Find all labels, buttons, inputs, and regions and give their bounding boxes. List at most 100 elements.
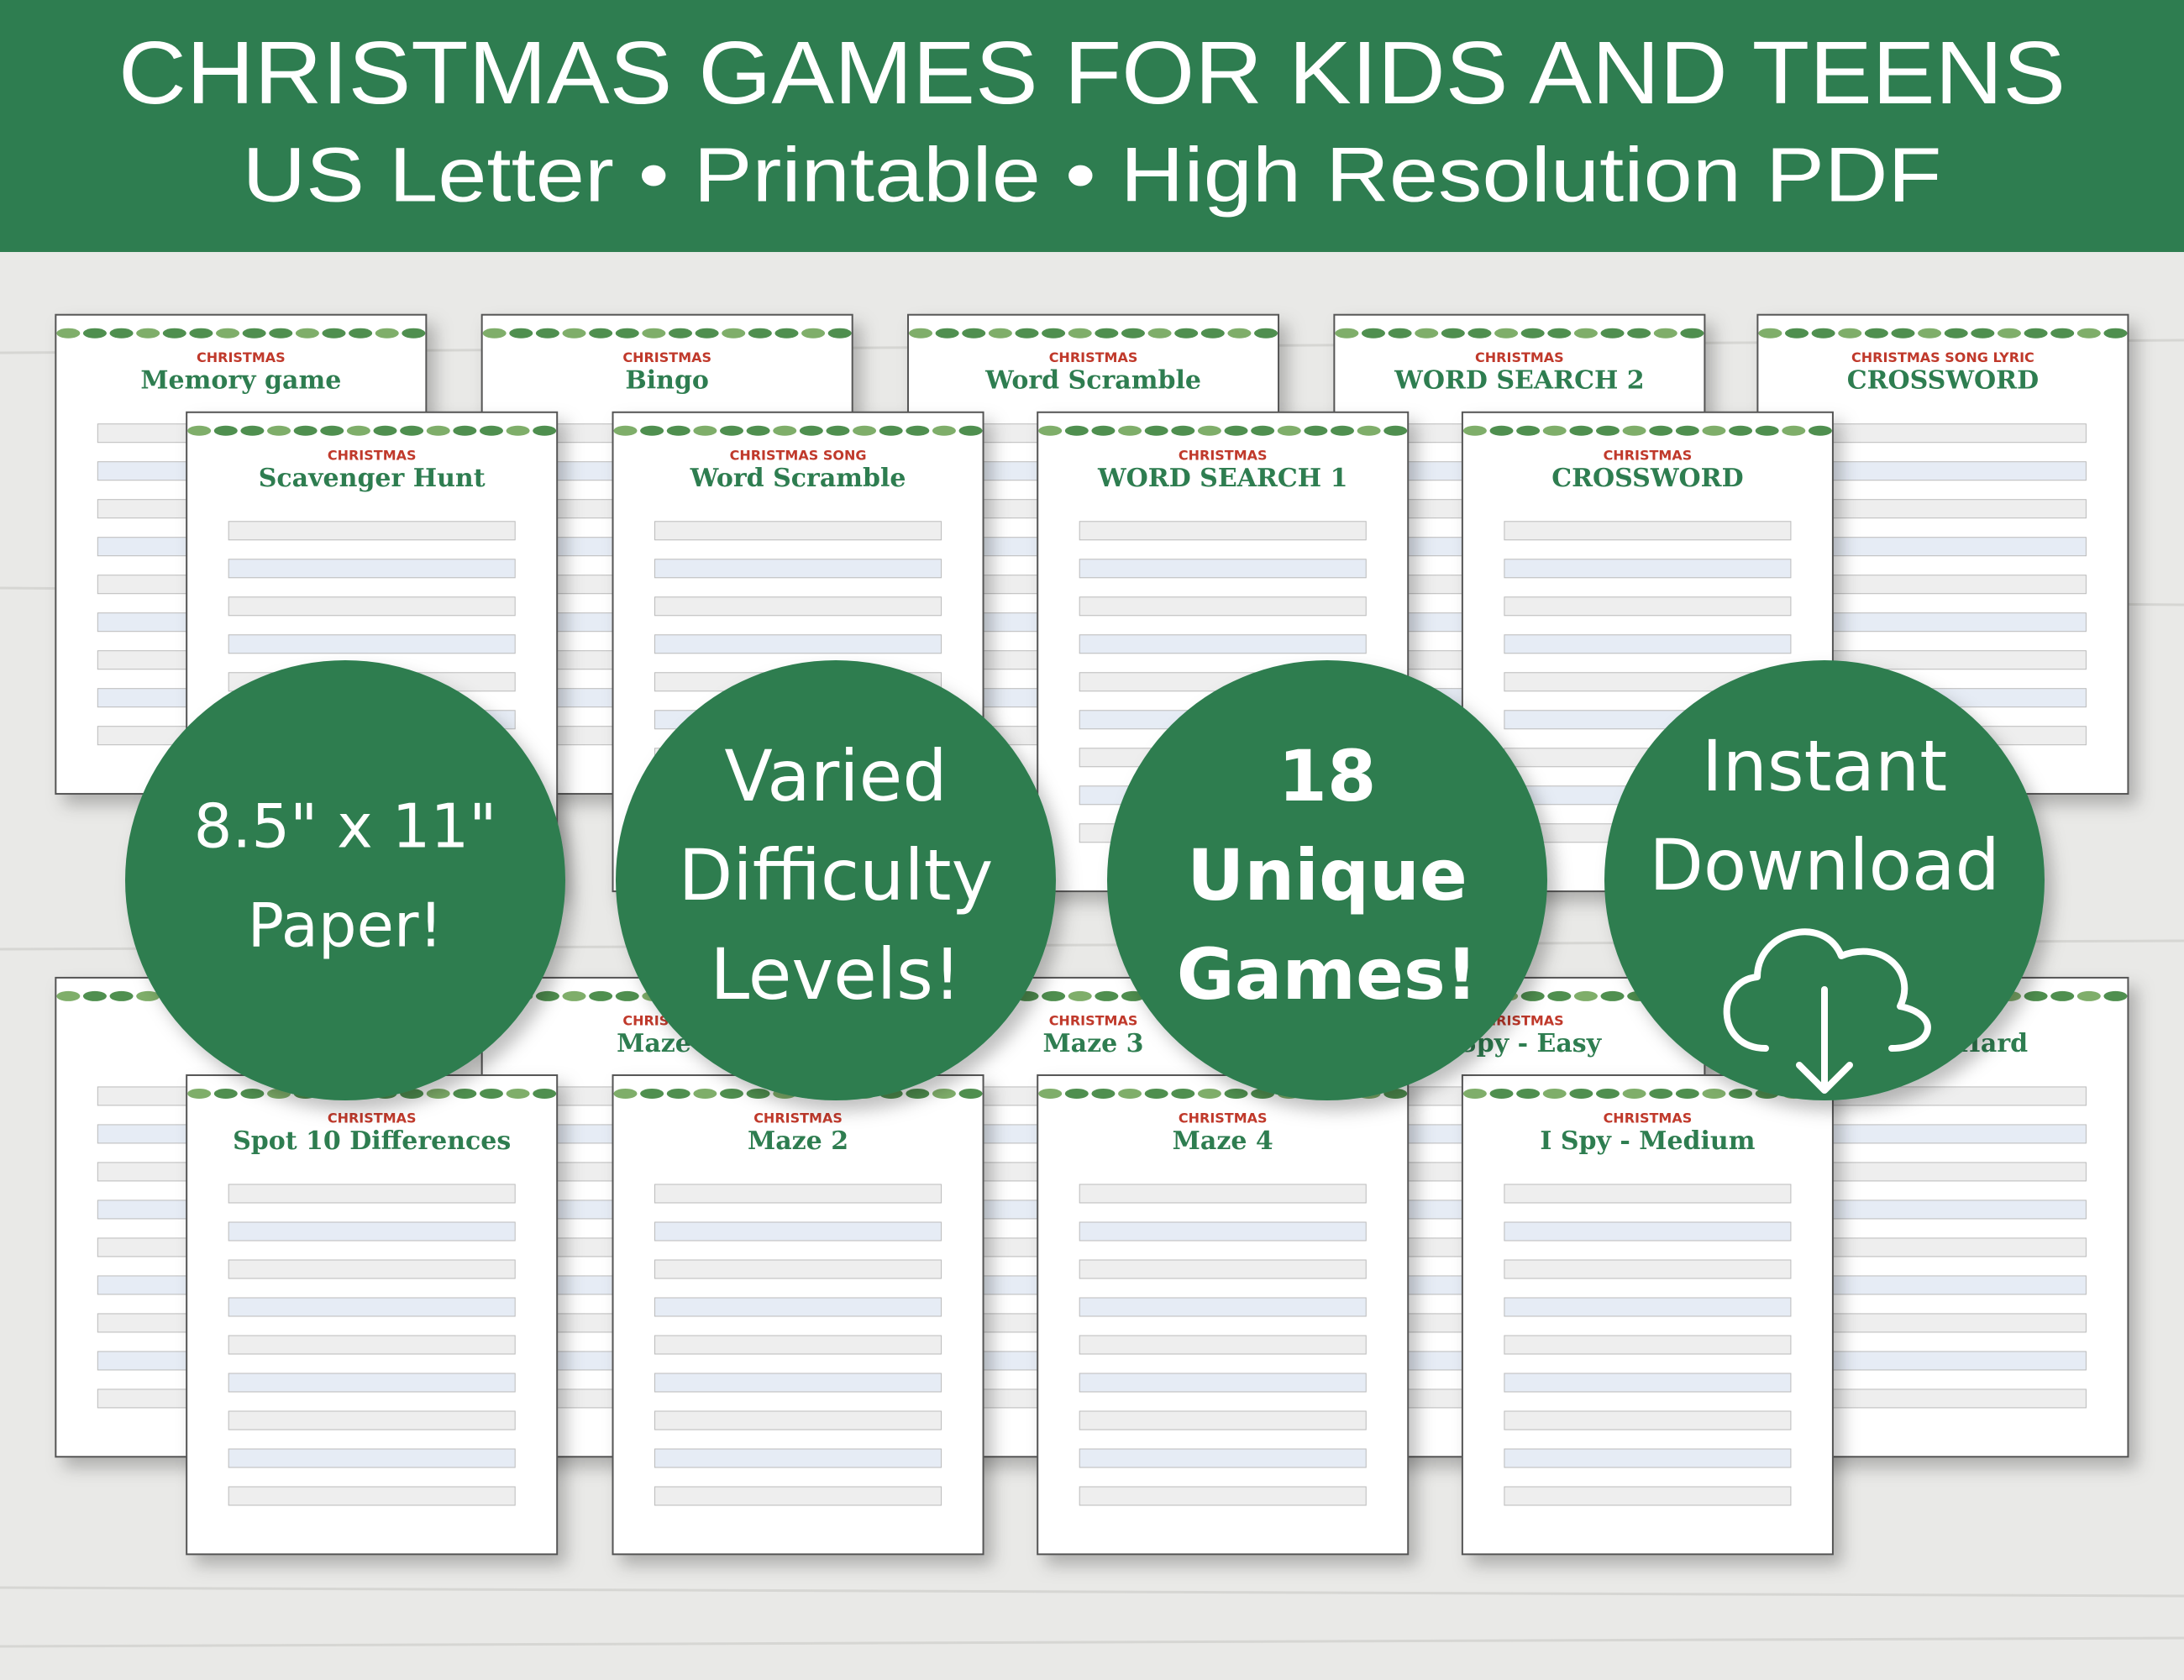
- garland-leaf: [293, 425, 318, 436]
- badge-text: Instant: [1702, 725, 1947, 807]
- page-title: Bingo: [625, 366, 709, 396]
- page-content: [228, 1297, 516, 1317]
- garland-leaf: [1197, 1088, 1221, 1099]
- garland-leaf: [1702, 1088, 1726, 1099]
- garland-leaf: [349, 328, 373, 339]
- page-content: [1504, 596, 1792, 617]
- garland-leaf: [1441, 328, 1465, 339]
- garland-leaf: [2024, 328, 2048, 339]
- garland-leaf: [1782, 425, 1806, 436]
- badge-text: Varied: [724, 735, 947, 817]
- garland-leaf: [613, 425, 638, 436]
- page-title: I Spy - Medium: [1540, 1126, 1755, 1156]
- garland-leaf: [909, 328, 933, 339]
- page-content: [1504, 1410, 1792, 1431]
- garland-leaf: [453, 1088, 477, 1099]
- garland-leaf: [1785, 328, 1809, 339]
- garland-leaf: [1144, 425, 1168, 436]
- garland-leaf: [187, 425, 212, 436]
- page-content: [654, 559, 942, 579]
- garland-leaf: [533, 425, 557, 436]
- garland-leaf: [1227, 328, 1252, 339]
- garland-leaf: [1042, 990, 1066, 1001]
- garland-leaf: [1702, 425, 1726, 436]
- page-label: CHRISTMAS: [1604, 447, 1693, 463]
- garland-leaf: [615, 328, 639, 339]
- page-content: [228, 634, 516, 654]
- garland-leaf: [1095, 990, 1119, 1001]
- page-title: CROSSWORD: [1847, 366, 2039, 396]
- garland-leaf: [189, 328, 213, 339]
- garland-leaf: [1038, 425, 1063, 436]
- garland-leaf: [1573, 328, 1598, 339]
- garland-leaf: [1174, 328, 1199, 339]
- page-content: [1798, 1351, 2087, 1371]
- garland-leaf: [1462, 1088, 1487, 1099]
- garland-leaf: [1649, 425, 1673, 436]
- garland-leaf: [932, 1088, 956, 1099]
- garland-leaf: [1569, 1088, 1593, 1099]
- page-title: Word Scramble: [984, 366, 1201, 396]
- page-content: [1504, 634, 1792, 654]
- garland-leaf: [1595, 425, 1620, 436]
- garland-leaf: [506, 425, 530, 436]
- page-title: WORD SEARCH 1: [1097, 464, 1348, 493]
- garland-leaf: [1489, 1088, 1514, 1099]
- page-label: CHRISTMAS: [1049, 349, 1138, 365]
- garland-leaf: [136, 990, 160, 1001]
- garland-leaf: [213, 1088, 238, 1099]
- garland-leaf: [1091, 1088, 1116, 1099]
- badge-circle: [125, 660, 565, 1100]
- garland-leaf: [1118, 425, 1142, 436]
- garland-leaf: [1064, 1088, 1089, 1099]
- badge-text: Paper!: [248, 890, 444, 961]
- garland-leaf: [533, 1088, 557, 1099]
- garland-leaf: [267, 425, 291, 436]
- garland-leaf: [1997, 328, 2021, 339]
- page-label: CHRISTMAS: [328, 1110, 417, 1126]
- page-content: [1504, 559, 1792, 579]
- garland-leaf: [719, 1088, 743, 1099]
- garland-leaf: [640, 1088, 664, 1099]
- page-content: [228, 521, 516, 541]
- garland-leaf: [56, 990, 81, 1001]
- garland-leaf: [1197, 425, 1221, 436]
- page-content: [228, 596, 516, 617]
- garland-leaf: [2076, 328, 2101, 339]
- garland-leaf: [1595, 1088, 1620, 1099]
- garland-leaf: [774, 328, 799, 339]
- garland-leaf: [1808, 425, 1832, 436]
- garland-leaf: [719, 425, 743, 436]
- garland-leaf: [1091, 425, 1116, 436]
- page-content: [1504, 1259, 1792, 1279]
- page-content: [1798, 612, 2087, 633]
- badge: Varied Difficulty Levels!: [616, 660, 1056, 1100]
- garland-leaf: [295, 328, 319, 339]
- garland-leaf: [962, 328, 986, 339]
- page-content: [1798, 1237, 2087, 1257]
- garland-leaf: [1675, 1088, 1699, 1099]
- garland-leaf: [1038, 1088, 1063, 1099]
- garland-leaf: [1224, 1088, 1248, 1099]
- garland-leaf: [1573, 990, 1598, 1001]
- garland-leaf: [400, 425, 424, 436]
- garland-leaf: [589, 990, 613, 1001]
- page-content: [1798, 1200, 2087, 1220]
- page-content: [654, 596, 942, 617]
- garland-leaf: [1755, 425, 1779, 436]
- garland-leaf: [2050, 328, 2075, 339]
- garland-leaf: [109, 328, 134, 339]
- garland-leaf: [826, 425, 850, 436]
- header-banner: [0, 0, 2184, 252]
- badge-text: 18: [1278, 735, 1377, 817]
- garland-leaf: [216, 328, 240, 339]
- garland-leaf: [1251, 425, 1275, 436]
- garland-leaf: [479, 425, 503, 436]
- page-content: [654, 1221, 942, 1242]
- garland-leaf: [1600, 990, 1625, 1001]
- garland-leaf: [562, 328, 586, 339]
- page-content: [1079, 1221, 1367, 1242]
- page-content: [1504, 1335, 1792, 1355]
